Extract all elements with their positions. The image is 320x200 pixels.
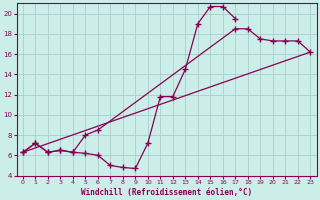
X-axis label: Windchill (Refroidissement éolien,°C): Windchill (Refroidissement éolien,°C) bbox=[81, 188, 252, 197]
